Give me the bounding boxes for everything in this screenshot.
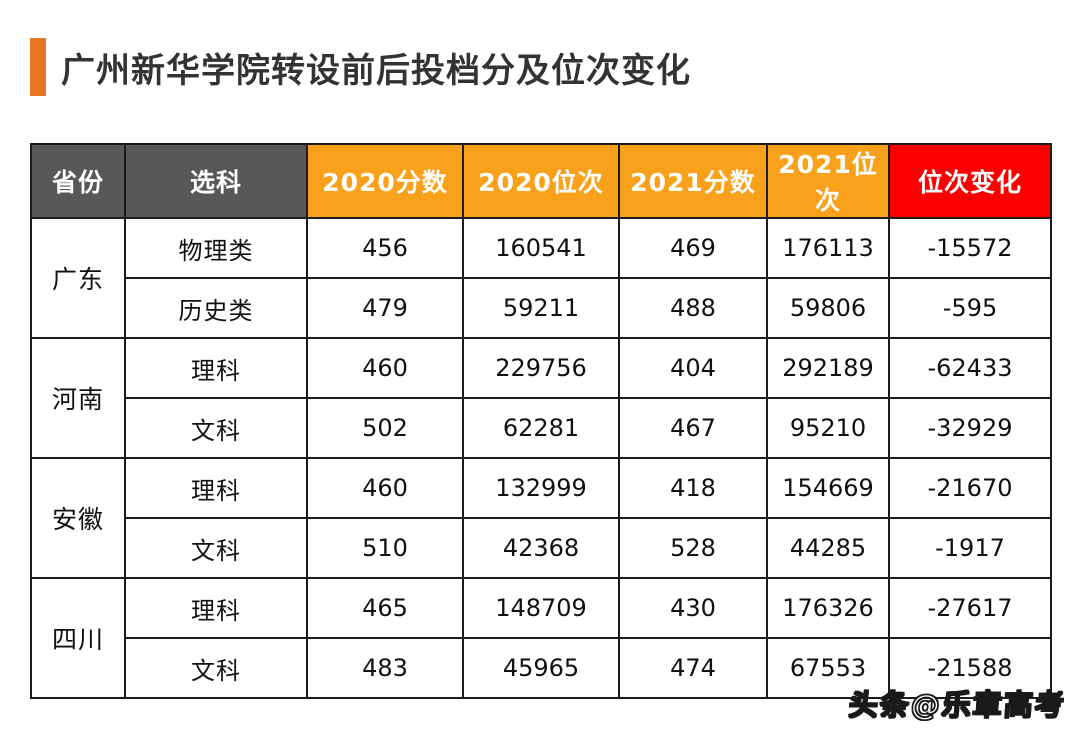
table-row: 文科 510 42368 528 44285 -1917 xyxy=(31,517,1052,579)
score-2020-cell: 460 xyxy=(306,337,464,399)
watermark: 头条@乐章高考 xyxy=(847,687,1068,722)
rank-change-cell: -62433 xyxy=(888,337,1052,399)
province-cell: 河南 xyxy=(30,337,126,459)
rank-2020-cell: 148709 xyxy=(462,577,620,639)
table-header-row: 省份 选科 2020分数 2020位次 2021分数 2021位次 位次变化 xyxy=(30,143,1052,219)
subject-cell: 物理类 xyxy=(124,217,308,279)
rank-change-cell: -595 xyxy=(888,277,1052,339)
header-cell-2021-score: 2021分数 xyxy=(618,143,768,219)
header-cell-2021-rank: 2021位次 xyxy=(766,143,890,219)
subject-cell: 文科 xyxy=(124,637,308,699)
table-row: 历史类 479 59211 488 59806 -595 xyxy=(31,277,1052,339)
rank-2021-cell: 176113 xyxy=(766,217,890,279)
table-row: 四川 理科 465 148709 430 176326 -27617 xyxy=(30,577,1052,699)
score-2020-cell: 502 xyxy=(306,397,464,459)
score-2020-cell: 510 xyxy=(306,517,464,579)
rank-2020-cell: 45965 xyxy=(462,637,620,699)
header-cell-province: 省份 xyxy=(30,143,126,219)
rank-change-cell: -15572 xyxy=(888,217,1052,279)
header-cell-subject: 选科 xyxy=(124,143,308,219)
header-cell-rank-change: 位次变化 xyxy=(888,143,1052,219)
rank-2020-cell: 160541 xyxy=(462,217,620,279)
subject-cell: 文科 xyxy=(124,517,308,579)
province-cell: 安徽 xyxy=(30,457,126,579)
score-2021-cell: 430 xyxy=(618,577,768,639)
header-cell-2020-rank: 2020位次 xyxy=(462,143,620,219)
score-2021-cell: 488 xyxy=(618,277,768,339)
rank-2020-cell: 42368 xyxy=(462,517,620,579)
province-cell: 广东 xyxy=(30,217,126,339)
subject-cell: 历史类 xyxy=(124,277,308,339)
rank-2021-cell: 67553 xyxy=(766,637,890,699)
score-2020-cell: 483 xyxy=(306,637,464,699)
rank-change-cell: -21588 xyxy=(888,637,1052,699)
rank-change-cell: -32929 xyxy=(888,397,1052,459)
rank-2021-cell: 59806 xyxy=(766,277,890,339)
subject-cell: 文科 xyxy=(124,397,308,459)
subject-cell: 理科 xyxy=(124,337,308,399)
rank-2020-cell: 132999 xyxy=(462,457,620,519)
rank-2021-cell: 292189 xyxy=(766,337,890,399)
rank-2021-cell: 95210 xyxy=(766,397,890,459)
title-section: 广州新华学院转设前后投档分及位次变化 xyxy=(30,38,691,96)
page-title: 广州新华学院转设前后投档分及位次变化 xyxy=(61,50,691,91)
admission-table: 省份 选科 2020分数 2020位次 2021分数 2021位次 位次变化 广… xyxy=(30,143,1052,699)
score-2021-cell: 467 xyxy=(618,397,768,459)
rank-change-cell: -1917 xyxy=(888,517,1052,579)
score-2021-cell: 528 xyxy=(618,517,768,579)
rank-change-cell: -27617 xyxy=(888,577,1052,639)
score-2020-cell: 456 xyxy=(306,217,464,279)
subject-cell: 理科 xyxy=(124,457,308,519)
rank-2020-cell: 59211 xyxy=(462,277,620,339)
score-2021-cell: 404 xyxy=(618,337,768,399)
score-2020-cell: 460 xyxy=(306,457,464,519)
table-row: 文科 483 45965 474 67553 -21588 xyxy=(31,637,1052,699)
header-cell-2020-score: 2020分数 xyxy=(306,143,464,219)
rank-2021-cell: 44285 xyxy=(766,517,890,579)
score-2021-cell: 469 xyxy=(618,217,768,279)
table-row: 河南 理科 460 229756 404 292189 -62433 xyxy=(30,337,1052,459)
table-row: 安徽 理科 460 132999 418 154669 -21670 xyxy=(30,457,1052,579)
table-row: 文科 502 62281 467 95210 -32929 xyxy=(31,397,1052,459)
province-cell: 四川 xyxy=(30,577,126,699)
score-2021-cell: 474 xyxy=(618,637,768,699)
title-accent-bar xyxy=(30,38,46,96)
score-2020-cell: 465 xyxy=(306,577,464,639)
rank-2020-cell: 229756 xyxy=(462,337,620,399)
score-2020-cell: 479 xyxy=(306,277,464,339)
rank-2020-cell: 62281 xyxy=(462,397,620,459)
rank-2021-cell: 154669 xyxy=(766,457,890,519)
rank-2021-cell: 176326 xyxy=(766,577,890,639)
rank-change-cell: -21670 xyxy=(888,457,1052,519)
table-row: 广东 物理类 456 160541 469 176113 -15572 xyxy=(30,217,1052,339)
subject-cell: 理科 xyxy=(124,577,308,639)
score-2021-cell: 418 xyxy=(618,457,768,519)
